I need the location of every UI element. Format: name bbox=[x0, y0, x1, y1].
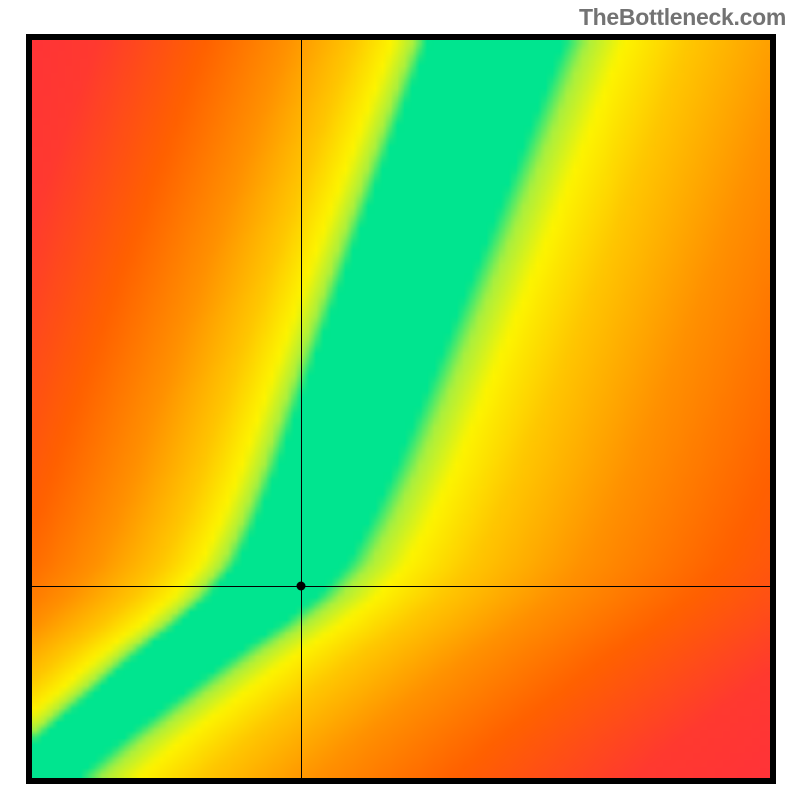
heatmap-canvas bbox=[32, 40, 770, 778]
crosshair-marker bbox=[297, 582, 306, 591]
crosshair-horizontal bbox=[32, 586, 770, 587]
watermark-text: TheBottleneck.com bbox=[579, 4, 786, 31]
heatmap-plot bbox=[32, 40, 770, 778]
crosshair-vertical bbox=[301, 40, 302, 778]
